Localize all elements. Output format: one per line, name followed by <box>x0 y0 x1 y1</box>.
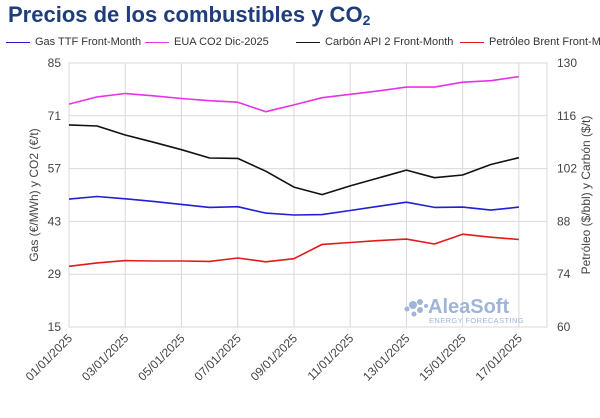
legend-item: EUA CO2 Dic-2025 <box>145 36 269 48</box>
y-tick-label: 15 <box>48 320 62 334</box>
x-tick-label: 03/01/2025 <box>79 331 132 384</box>
legend-swatch <box>145 41 169 43</box>
legend-label: EUA CO2 Dic-2025 <box>174 36 269 48</box>
watermark-dot <box>424 304 428 308</box>
chart-title: Precios de los combustibles y CO2 <box>8 2 370 28</box>
y2-tick-label: 74 <box>557 267 571 281</box>
x-tick-label: 17/01/2025 <box>473 331 526 384</box>
chart-legend: Gas TTF Front-Month EUA CO2 Dic-2025 Carbó… <box>6 36 600 52</box>
legend-swatch <box>460 41 484 43</box>
watermark-dot <box>417 307 423 313</box>
y-tick-label: 71 <box>48 109 62 123</box>
legend-label: Petróleo Brent Front-Month <box>489 36 600 48</box>
watermark-dot <box>404 306 410 312</box>
y2-tick-label: 60 <box>557 320 571 334</box>
watermark-tagline: ENERGY FORECASTING <box>429 316 524 325</box>
legend-label: Gas TTF Front-Month <box>35 36 142 48</box>
y-tick-label: 29 <box>48 267 62 281</box>
series-line-carb-n-api-2-front-month <box>68 124 520 196</box>
y-tick-label: 57 <box>48 162 62 176</box>
watermark-brand: AleaSoft <box>428 296 509 318</box>
legend-swatch <box>6 41 30 43</box>
x-tick-label: 05/01/2025 <box>135 331 188 384</box>
watermark-dot <box>411 311 417 317</box>
x-tick-label: 07/01/2025 <box>191 331 244 384</box>
legend-item: Gas TTF Front-Month <box>6 36 141 48</box>
chart-title-main: Precios de los combustibles y CO <box>8 2 363 27</box>
legend-swatch <box>296 41 320 43</box>
x-tick-label: 01/01/2025 <box>23 331 76 384</box>
series-line-gas-ttf-front-month <box>68 195 519 216</box>
legend-item: Petróleo Brent Front-Month <box>460 36 600 48</box>
legend-label: Carbón API 2 Front-Month <box>325 36 454 48</box>
x-tick-label: 09/01/2025 <box>248 331 301 384</box>
y2-tick-label: 130 <box>557 56 577 70</box>
x-tick-label: 15/01/2025 <box>416 331 469 384</box>
y-tick-label: 43 <box>48 214 62 228</box>
chart-title-subscript: 2 <box>362 12 371 28</box>
y2-axis-title: Petróleo ($/bbl) y Carbón ($/t) <box>579 116 593 275</box>
plot-area <box>68 62 548 328</box>
y2-tick-label: 116 <box>557 109 576 123</box>
series-line-eua-co2-dic-2025 <box>68 75 520 113</box>
watermark-dot <box>417 299 423 305</box>
y-axis-title: Gas (€/MWh) y CO2 (€/t) <box>27 128 41 261</box>
legend-item: Carbón API 2 Front-Month <box>296 36 453 48</box>
watermark-dot <box>409 301 417 309</box>
x-tick-label: 13/01/2025 <box>360 331 413 384</box>
y-tick-label: 85 <box>48 56 62 70</box>
series-line-petr-leo-brent-front-month <box>68 233 519 268</box>
x-tick-label: 11/01/2025 <box>305 331 357 383</box>
y2-tick-label: 88 <box>557 214 571 228</box>
y2-tick-label: 102 <box>557 162 577 176</box>
